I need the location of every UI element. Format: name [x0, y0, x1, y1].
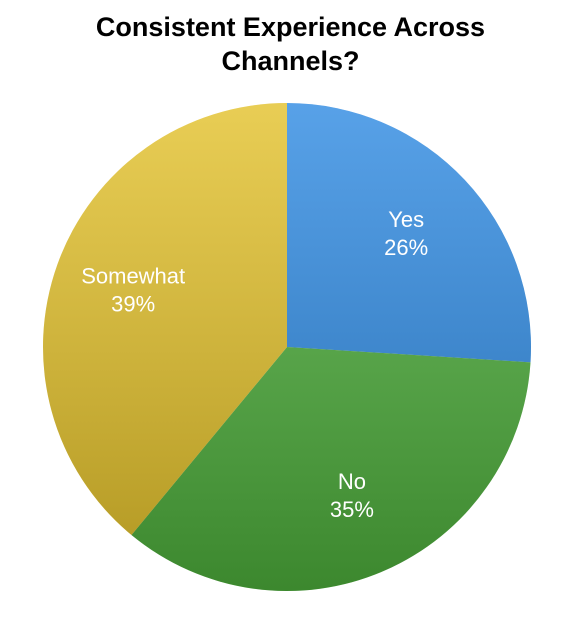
- slice-value-label: 26%: [384, 235, 428, 260]
- pie-slice: [287, 103, 531, 363]
- slice-value-label: 39%: [111, 291, 155, 316]
- pie: [42, 103, 531, 591]
- chart-title: Consistent Experience Across Channels?: [95, 12, 486, 76]
- slice-label: No: [338, 469, 366, 494]
- slice-label: Somewhat: [81, 263, 185, 288]
- slice-value-label: 35%: [330, 497, 374, 522]
- labels: Yes 26% No 35% Somewhat 39%: [81, 207, 428, 522]
- slice-label: Yes: [388, 207, 424, 232]
